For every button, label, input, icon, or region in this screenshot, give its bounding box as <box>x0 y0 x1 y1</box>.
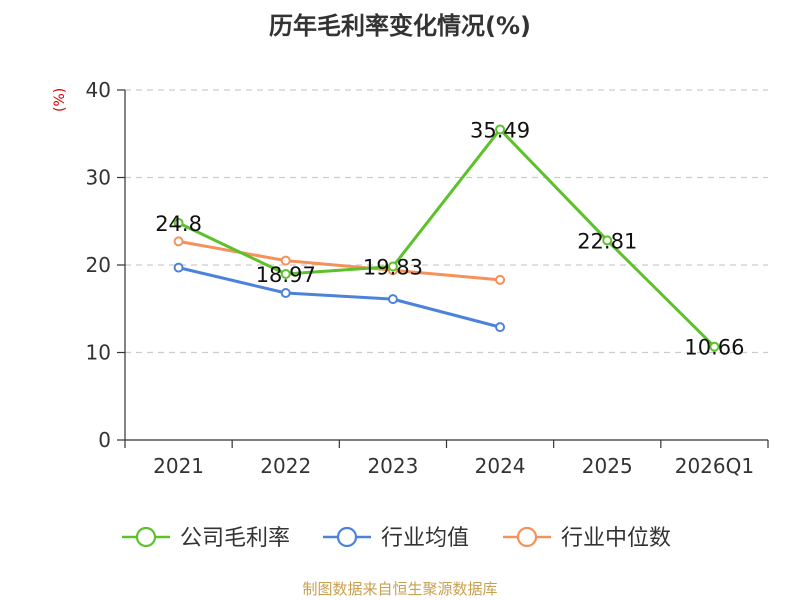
data-label-2025: 22.81 <box>577 229 637 253</box>
data-label-2023: 19.83 <box>363 255 423 279</box>
data-label-2026Q1: 10.66 <box>684 336 744 360</box>
data-label-2021: 24.8 <box>155 212 202 236</box>
y-tick-label-0: 0 <box>98 428 111 452</box>
data-point-s1-2023 <box>387 294 398 305</box>
data-point-s0-2023 <box>387 261 398 272</box>
data-point-s2-2024 <box>495 274 506 285</box>
y-tick-label-10: 10 <box>86 341 111 365</box>
y-tick-label-40: 40 <box>86 78 111 102</box>
x-tick-label-2025: 2025 <box>582 454 633 478</box>
legend-label-2: 行业中位数 <box>561 526 671 551</box>
chart-title: 历年毛利率变化情况(%) <box>269 12 531 40</box>
legend-label-0: 公司毛利率 <box>180 526 290 551</box>
y-tick-label-20: 20 <box>86 253 111 277</box>
series-line-0 <box>177 127 716 348</box>
x-tick-label-2022: 2022 <box>260 454 311 478</box>
data-label-2022: 18.97 <box>256 263 316 287</box>
data-point-s2-2021 <box>173 236 184 247</box>
series-line-1 <box>178 266 501 329</box>
series-line-2 <box>178 239 501 282</box>
x-tick-label-2026Q1: 2026Q1 <box>675 454 754 478</box>
legend-marker-2 <box>516 526 538 548</box>
data-point-s0-2022 <box>280 269 291 280</box>
legend-marker-0 <box>135 526 157 548</box>
legend-marker-1 <box>336 526 358 548</box>
y-tick-label-30: 30 <box>86 166 111 190</box>
x-tick-label-2023: 2023 <box>367 454 418 478</box>
x-tick-label-2024: 2024 <box>475 454 526 478</box>
data-point-s0-2021 <box>173 218 184 228</box>
data-label-2024: 35.49 <box>470 118 530 142</box>
data-point-s0-2025 <box>602 235 613 246</box>
data-point-s1-2022 <box>280 288 291 298</box>
x-tick-label-2021: 2021 <box>153 454 204 478</box>
legend-label-1: 行业均值 <box>381 526 469 551</box>
data-point-s0-2024 <box>495 124 506 135</box>
data-point-s1-2021 <box>173 262 184 273</box>
data-point-s2-2022 <box>280 255 291 266</box>
data-source-note: 制图数据来自恒生聚源数据库 <box>302 580 498 598</box>
data-point-s1-2024 <box>495 322 506 333</box>
data-point-s0-2026Q1 <box>709 341 720 352</box>
